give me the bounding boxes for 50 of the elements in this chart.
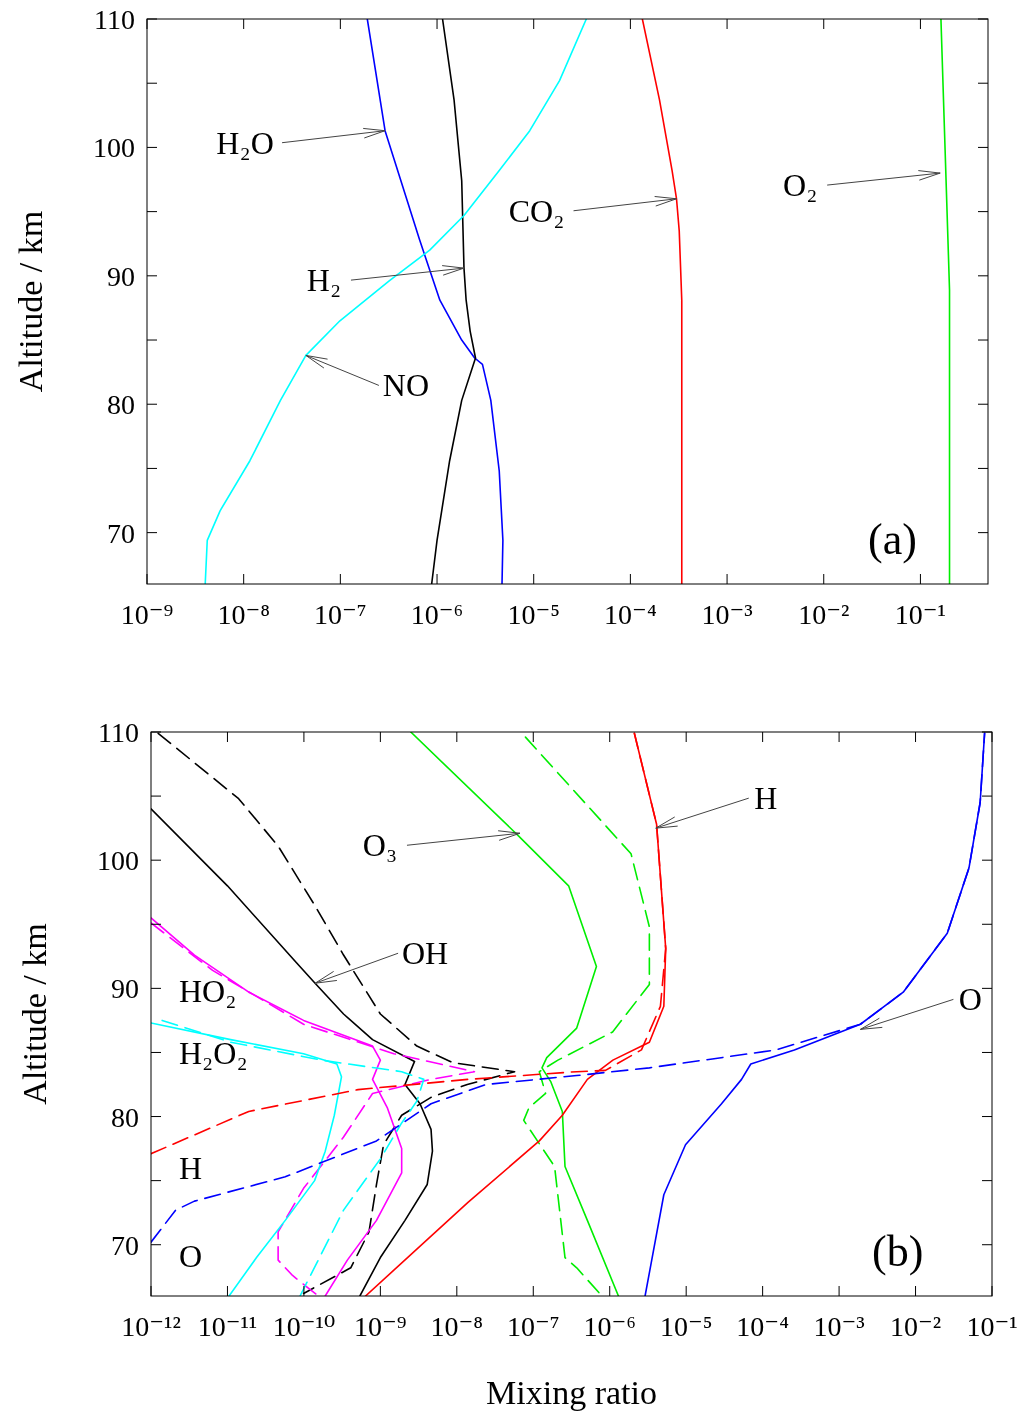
y-tick-label: 70 bbox=[111, 1229, 139, 1261]
x-tick-label: 10⁻⁴ bbox=[604, 599, 657, 630]
x-tick-label: 10⁻⁷ bbox=[507, 1311, 560, 1342]
y-tick-label: 90 bbox=[111, 973, 139, 1005]
annotation: H bbox=[754, 780, 778, 817]
x-tick-label: 10⁻² bbox=[798, 599, 850, 630]
x-tick-label: 10⁻¹² bbox=[121, 1311, 181, 1342]
y-axis-title: Altitude / km bbox=[12, 210, 49, 393]
x-tick-label: 10⁻⁶ bbox=[583, 1311, 636, 1342]
x-tick-label: 10⁻² bbox=[889, 1311, 942, 1342]
x-tick-label: 10⁻⁹ bbox=[354, 1311, 407, 1342]
y-tick-label: 100 bbox=[93, 132, 135, 164]
x-tick-label: 10⁻⁵ bbox=[659, 1311, 713, 1342]
x-tick-label: 10⁻¹ bbox=[894, 599, 947, 630]
y-tick-label: 80 bbox=[111, 1101, 139, 1133]
annotation: NO bbox=[382, 367, 429, 404]
x-axis-title: Mixing ratio bbox=[486, 1374, 657, 1411]
x-tick-label: 10⁻⁸ bbox=[430, 1311, 484, 1342]
annotation: O₃ bbox=[362, 827, 398, 864]
x-tick-label: 10⁻³ bbox=[813, 1311, 865, 1342]
y-tick-label: 100 bbox=[97, 845, 139, 877]
y-tick-label: 110 bbox=[98, 717, 139, 748]
annotation: O₂ bbox=[783, 167, 818, 204]
annotation: (a) bbox=[868, 515, 917, 564]
x-tick-label: 10⁻⁷ bbox=[314, 599, 367, 630]
annotation: H₂ bbox=[306, 262, 342, 299]
series-label: H₂O₂ bbox=[179, 1034, 248, 1071]
x-tick-label: 10⁻³ bbox=[701, 599, 753, 630]
x-tick-label: 10⁻⁸ bbox=[217, 599, 270, 630]
x-tick-label: 10⁻⁵ bbox=[507, 599, 560, 630]
annotation: H₂O bbox=[216, 124, 274, 161]
series-label: H bbox=[179, 1149, 203, 1186]
series-label: HO₂ bbox=[179, 972, 237, 1009]
annotation: OH bbox=[401, 935, 449, 972]
x-tick-label: 10⁻⁹ bbox=[120, 599, 174, 630]
x-tick-label: 10⁻⁴ bbox=[736, 1311, 789, 1342]
annotation: O bbox=[958, 981, 982, 1018]
x-tick-label: 10⁻¹ bbox=[966, 1311, 1018, 1342]
y-tick-label: 80 bbox=[107, 389, 135, 421]
y-axis-title: Altitude / km bbox=[16, 923, 53, 1105]
series-label: O bbox=[179, 1238, 203, 1275]
y-tick-label: 110 bbox=[94, 4, 135, 35]
y-tick-label: 90 bbox=[107, 260, 135, 292]
x-tick-label: 10⁻⁶ bbox=[410, 599, 464, 630]
annotation: (b) bbox=[872, 1227, 924, 1276]
annotation: CO₂ bbox=[508, 192, 565, 229]
x-tick-label: 10⁻¹⁰ bbox=[272, 1311, 336, 1342]
line-series bbox=[940, 19, 951, 584]
y-tick-label: 70 bbox=[107, 517, 135, 549]
x-tick-label: 10⁻¹¹ bbox=[197, 1311, 258, 1342]
